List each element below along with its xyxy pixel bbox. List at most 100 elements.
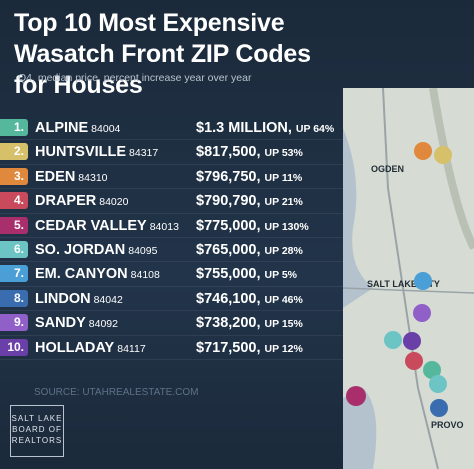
median-price: $790,790,	[196, 193, 261, 210]
place: LINDON	[35, 290, 91, 307]
median-price: $765,000,	[196, 241, 261, 258]
place: CEDAR VALLEY	[35, 217, 147, 234]
map-dot	[429, 375, 447, 393]
list-row: 4. DRAPER 84020 $790,790, UP 21%	[0, 189, 343, 214]
median-price: $738,200,	[196, 315, 261, 332]
rank-badge: 9.	[0, 314, 28, 332]
price: $1.3 MILLION, UP 64%	[196, 120, 334, 136]
map-label: SALT LAKE CITY	[367, 279, 440, 289]
price: $796,750, UP 11%	[196, 169, 302, 185]
road	[382, 88, 439, 469]
median-price: $717,500,	[196, 339, 261, 356]
subtitle: Q4, median price, percent increase year …	[18, 72, 252, 84]
map-dot	[405, 352, 423, 370]
place: HUNTSVILLE	[35, 144, 127, 161]
rank-badge: 8.	[0, 289, 28, 307]
price: $738,200, UP 15%	[196, 315, 303, 331]
price: $817,500, UP 53%	[196, 144, 303, 160]
median-price: $775,000,	[196, 217, 261, 234]
zip-code: 84092	[88, 318, 118, 331]
lake	[343, 128, 373, 308]
list-row: 2. HUNTSVILLE 84317 $817,500, UP 53%	[0, 140, 343, 165]
place-name: EM. CANYON 84108	[35, 266, 160, 282]
price: $755,000, UP 5%	[196, 266, 297, 282]
price: $717,500, UP 12%	[196, 340, 303, 356]
price: $790,790, UP 21%	[196, 193, 303, 209]
place: ALPINE	[35, 120, 89, 136]
place-name: DRAPER 84020	[35, 193, 128, 209]
zip-code: 84013	[149, 220, 179, 233]
place: EM. CANYON	[35, 266, 128, 283]
zip-code: 84310	[78, 171, 108, 184]
zip-code: 84020	[99, 196, 129, 209]
map-dot	[414, 142, 432, 160]
ranking-list: 1. ALPINE 84004 $1.3 MILLION, UP 64% 2. HUNTSV…	[0, 116, 343, 360]
median-price: $746,100,	[196, 290, 261, 307]
lake	[343, 388, 377, 469]
map-label: PROVO	[431, 420, 464, 430]
percent-change: UP 130%	[264, 220, 309, 233]
percent-change: UP 53%	[264, 147, 303, 160]
mountains	[429, 88, 474, 250]
list-row: 8. LINDON 84042 $746,100, UP 46%	[0, 287, 343, 312]
rank-badge: 3.	[0, 167, 28, 185]
percent-change: UP 11%	[264, 171, 303, 184]
zip-code: 84004	[91, 123, 121, 135]
source: SOURCE: UTAHREALESTATE.COM	[34, 387, 199, 398]
place: SO. JORDAN	[35, 241, 126, 258]
rank-badge: 7.	[0, 265, 28, 283]
place: HOLLADAY	[35, 339, 115, 356]
list-row: 6. SO. JORDAN 84095 $765,000, UP 28%	[0, 238, 343, 263]
map-dot	[384, 331, 402, 349]
place-name: SO. JORDAN 84095	[35, 242, 157, 258]
list-row: 3. EDEN 84310 $796,750, UP 11%	[0, 165, 343, 190]
rank-badge: 4.	[0, 192, 28, 210]
place: SANDY	[35, 315, 86, 332]
map-dot	[423, 361, 441, 379]
median-price: $817,500,	[196, 144, 261, 161]
place: DRAPER	[35, 193, 97, 210]
road	[343, 287, 474, 294]
zip-code: 84317	[129, 147, 159, 160]
price: $746,100, UP 46%	[196, 291, 303, 307]
list-row: 7. EM. CANYON 84108 $755,000, UP 5%	[0, 262, 343, 287]
percent-change: UP 12%	[264, 342, 303, 355]
median-price: $1.3 MILLION,	[196, 120, 292, 136]
map-dot	[430, 399, 448, 417]
place-name: LINDON 84042	[35, 291, 123, 307]
rank-badge: 6.	[0, 240, 28, 258]
map-dot	[413, 304, 431, 322]
price: $765,000, UP 28%	[196, 242, 303, 258]
price: $775,000, UP 130%	[196, 218, 309, 234]
rank-badge: 10.	[0, 338, 28, 356]
rank-badge: 2.	[0, 143, 28, 161]
logo: SALT LAKE BOARD OF REALTORS	[10, 405, 64, 457]
place-name: HOLLADAY 84117	[35, 340, 146, 356]
zip-code: 84095	[128, 244, 158, 257]
rank-badge: 1.	[0, 119, 28, 136]
list-row: 10. HOLLADAY 84117 $717,500, UP 12%	[0, 336, 343, 360]
title: Top 10 Most Expensive Wasatch Front ZIP …	[14, 9, 311, 99]
percent-change: UP 21%	[264, 196, 303, 209]
percent-change: UP 15%	[264, 318, 303, 331]
percent-change: UP 5%	[264, 269, 298, 282]
place-name: SANDY 84092	[35, 315, 118, 331]
map-label: OGDEN	[371, 164, 404, 174]
percent-change: UP 64%	[295, 123, 335, 135]
map: OGDEN SALT LAKE CITY PROVO	[343, 88, 474, 469]
place-name: CEDAR VALLEY 84013	[35, 218, 179, 234]
zip-code: 84042	[93, 293, 123, 306]
place: EDEN	[35, 168, 76, 185]
list-row: 5. CEDAR VALLEY 84013 $775,000, UP 130%	[0, 214, 343, 238]
place-name: ALPINE 84004	[35, 120, 120, 136]
place-name: EDEN 84310	[35, 169, 108, 185]
percent-change: UP 28%	[264, 244, 303, 257]
list-row: 9. SANDY 84092 $738,200, UP 15%	[0, 311, 343, 336]
zip-code: 84117	[117, 342, 146, 355]
median-price: $755,000,	[196, 266, 261, 283]
map-dot	[434, 146, 452, 164]
percent-change: UP 46%	[264, 293, 303, 306]
zip-code: 84108	[130, 269, 160, 282]
list-row: 1. ALPINE 84004 $1.3 MILLION, UP 64%	[0, 116, 343, 141]
